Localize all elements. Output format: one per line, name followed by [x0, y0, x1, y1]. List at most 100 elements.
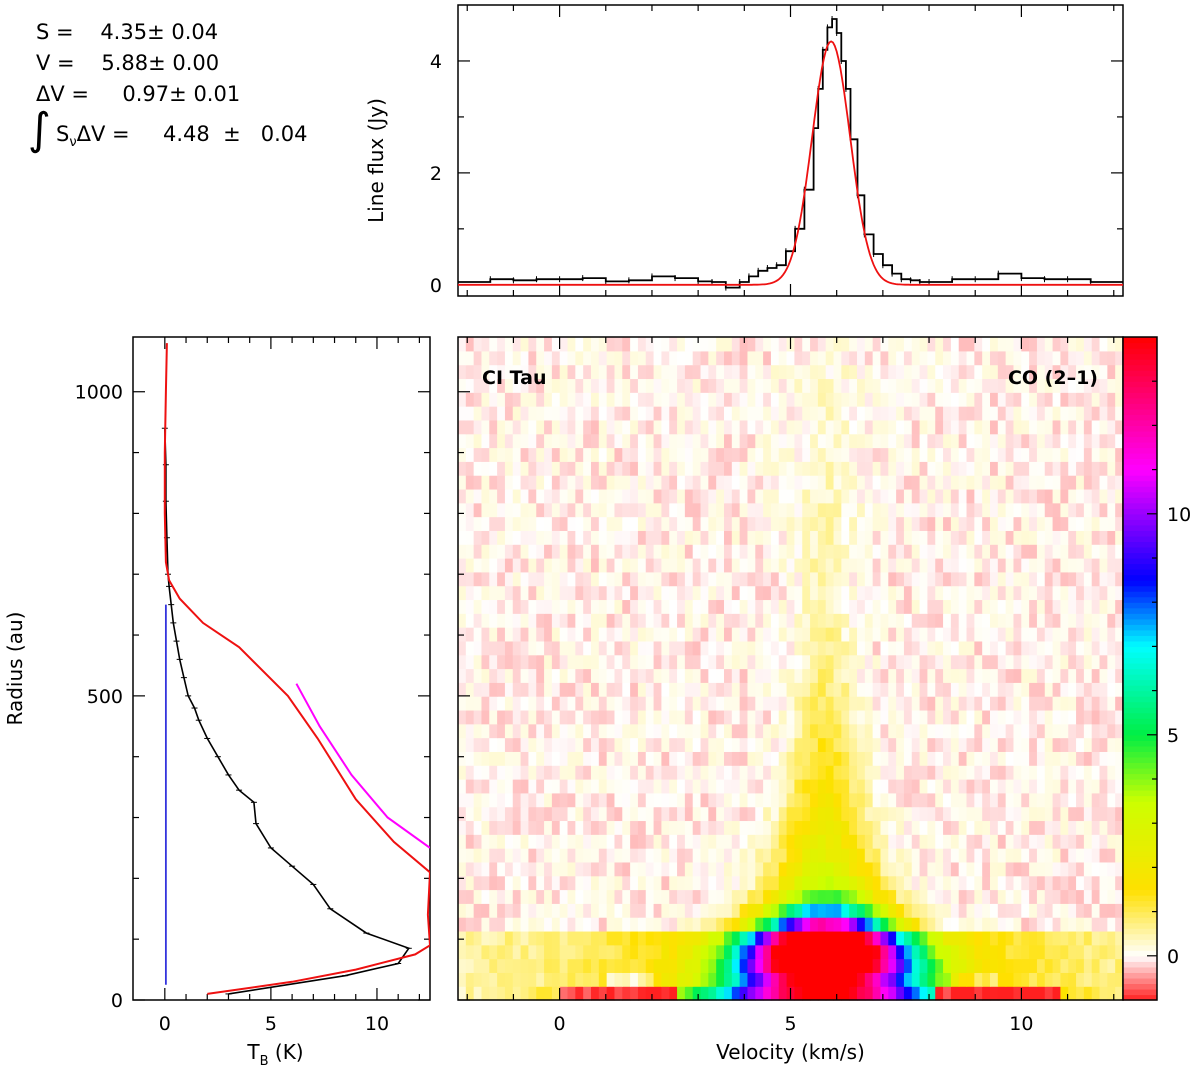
pv-cell — [841, 930, 850, 946]
pv-cell — [974, 930, 983, 946]
pv-cell — [1021, 654, 1030, 670]
pv-cell — [504, 820, 514, 835]
pv-cell — [575, 986, 584, 1001]
pv-cell — [1029, 917, 1038, 932]
pv-cell — [677, 654, 686, 670]
pv-cell — [512, 461, 522, 476]
pv-cell — [1060, 958, 1069, 973]
pv-cell — [653, 903, 663, 918]
pv-cell — [810, 875, 819, 891]
pv-cell — [708, 433, 717, 449]
pv-cell — [958, 806, 968, 822]
pv-cell — [1029, 447, 1038, 462]
pv-cell — [982, 516, 991, 531]
pv-cell — [864, 406, 874, 421]
pv-cell — [982, 488, 991, 504]
pv-cell — [841, 516, 850, 531]
pv-cell — [1005, 392, 1015, 407]
pv-cell — [559, 723, 569, 739]
pv-cell — [520, 696, 530, 711]
pv-cell — [849, 986, 858, 1001]
pv-cell — [982, 585, 991, 601]
pv-cell — [880, 903, 889, 918]
pv-cell — [1029, 558, 1038, 573]
pv-cell — [614, 378, 623, 393]
pv-cell — [653, 986, 663, 1001]
pv-cell — [1091, 765, 1101, 780]
pv-cell — [481, 502, 490, 518]
pv-cell — [544, 972, 553, 987]
pv-cell — [1115, 792, 1124, 808]
pv-cell — [1005, 654, 1015, 670]
pv-cell — [935, 723, 944, 739]
pv-cell — [520, 930, 530, 946]
colorbar-segment — [1123, 762, 1157, 769]
colorbar-segment — [1123, 430, 1157, 438]
pv-cell — [739, 585, 749, 601]
pv-cell — [990, 751, 999, 766]
pv-cell — [966, 792, 975, 808]
pv-cell — [763, 613, 772, 628]
pv-cell — [794, 461, 803, 476]
pv-cell — [489, 723, 498, 739]
pv-cell — [692, 696, 702, 711]
pv-cell — [810, 944, 819, 960]
pv-cell — [888, 654, 897, 670]
pv-cell — [958, 917, 968, 932]
pv-cell — [567, 613, 576, 628]
profile-x-tick-label: 5 — [265, 1013, 277, 1035]
pv-cell — [864, 820, 874, 835]
pv-cell — [1060, 806, 1069, 822]
pv-cell — [716, 337, 725, 352]
pv-cell — [794, 558, 803, 573]
pv-cell — [1083, 419, 1093, 435]
pv-cell — [473, 972, 483, 987]
pv-cell — [1013, 447, 1022, 462]
pv-cell — [512, 599, 522, 614]
pv-cell — [950, 668, 960, 683]
pv-cell — [1013, 792, 1022, 808]
pv-cell — [1107, 875, 1116, 891]
pv-cell — [786, 737, 796, 752]
pv-cell — [778, 834, 788, 849]
pv-cell — [810, 792, 819, 808]
pv-cell — [1052, 820, 1062, 835]
pv-cell — [778, 806, 788, 822]
pv-cell — [747, 599, 756, 614]
pv-cell — [536, 779, 545, 794]
pv-cell — [1076, 930, 1085, 946]
pv-cell — [911, 488, 921, 504]
pv-cell — [481, 889, 490, 904]
pv-cell — [841, 364, 850, 380]
pv-cell — [497, 889, 506, 904]
pv-cell — [544, 350, 553, 366]
pv-cell — [481, 986, 490, 1001]
pv-cell — [1021, 337, 1030, 352]
pv-cell — [950, 861, 960, 877]
pv-cell — [653, 930, 663, 946]
colorbar-segment — [1123, 845, 1157, 852]
colorbar-segment — [1123, 618, 1157, 625]
pv-cell — [677, 461, 686, 476]
pv-cell — [927, 930, 936, 946]
pv-cell — [1068, 709, 1077, 725]
pv-cell — [551, 516, 561, 531]
pv-cell — [903, 640, 913, 656]
pv-cell — [857, 972, 866, 987]
pv-cell — [943, 875, 952, 891]
pv-cell — [606, 475, 616, 490]
pv-cell — [1076, 820, 1085, 835]
pv-cell — [598, 613, 608, 628]
pv-cell — [591, 861, 600, 877]
pv-cell — [958, 848, 968, 863]
pv-cell — [1005, 834, 1015, 849]
pv-cell — [958, 792, 968, 808]
pv-cell — [465, 875, 475, 891]
pv-cell — [864, 889, 874, 904]
pv-cell — [1052, 668, 1062, 683]
pv-cell — [512, 696, 522, 711]
pv-cell — [763, 861, 772, 877]
pv-cell — [684, 668, 694, 683]
colorbar-segment — [1123, 657, 1157, 664]
